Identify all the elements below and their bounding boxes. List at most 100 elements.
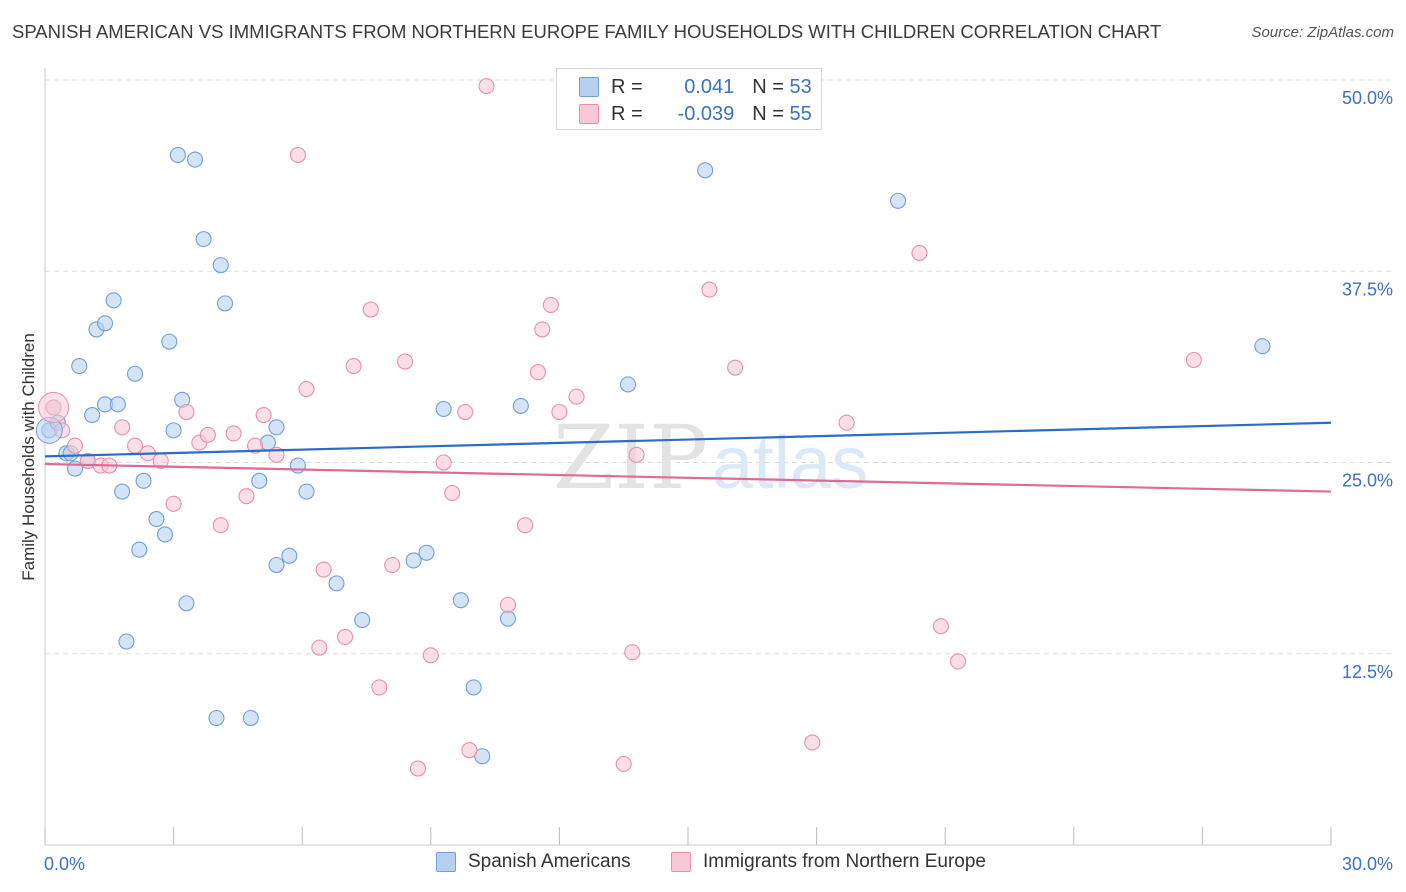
data-point-spanish bbox=[126, 365, 144, 382]
data-point-spanish bbox=[328, 575, 345, 592]
data-point-northern-europe bbox=[255, 407, 272, 424]
trend-line-spanish bbox=[44, 421, 1332, 458]
data-point-northern-europe bbox=[1185, 351, 1202, 369]
data-point-spanish bbox=[131, 541, 148, 558]
x-tick-label: 30.0% bbox=[1342, 854, 1393, 874]
data-point-northern-europe bbox=[542, 296, 559, 313]
data-point-spanish bbox=[118, 633, 135, 650]
data-point-spanish bbox=[465, 679, 482, 696]
data-point-northern-europe bbox=[311, 639, 328, 656]
data-point-northern-europe bbox=[199, 426, 216, 444]
data-point-northern-europe bbox=[838, 414, 855, 431]
data-point-spanish bbox=[216, 295, 234, 312]
data-point-northern-europe bbox=[362, 301, 379, 318]
legend-label: Immigrants from Northern Europe bbox=[703, 851, 986, 872]
data-point-northern-europe bbox=[289, 146, 306, 164]
trend-line-northern-europe bbox=[44, 462, 1332, 493]
data-point-spanish bbox=[281, 547, 298, 564]
data-point-spanish bbox=[499, 610, 517, 627]
data-point-northern-europe bbox=[246, 437, 264, 454]
bottom-legend-spanish: Spanish Americans bbox=[436, 851, 631, 873]
data-point-spanish bbox=[405, 552, 422, 569]
data-point-spanish bbox=[105, 292, 122, 309]
data-point-northern-europe bbox=[409, 760, 426, 777]
y-tick-label: 50.0% bbox=[1342, 88, 1393, 108]
data-point-northern-europe bbox=[615, 755, 632, 772]
legend-swatch-pink bbox=[579, 104, 599, 124]
r-label: R = bbox=[611, 102, 649, 125]
data-point-northern-europe bbox=[225, 425, 242, 442]
data-point-northern-europe bbox=[950, 653, 967, 670]
legend-swatch-blue bbox=[436, 852, 456, 872]
y-tick-label: 25.0% bbox=[1342, 471, 1393, 491]
n-value: 55 bbox=[789, 102, 812, 125]
data-point-spanish bbox=[268, 419, 285, 436]
data-point-spanish bbox=[619, 376, 637, 393]
data-point-spanish bbox=[474, 748, 491, 765]
data-point-spanish bbox=[208, 709, 225, 727]
data-point-spanish bbox=[354, 612, 371, 629]
data-point-northern-europe bbox=[435, 454, 452, 471]
data-point-spanish bbox=[418, 544, 435, 561]
data-point-northern-europe bbox=[534, 321, 551, 338]
legend-swatch-pink bbox=[671, 852, 691, 872]
data-point-spanish bbox=[251, 472, 268, 489]
data-point-northern-europe bbox=[298, 381, 315, 398]
tick-labels: 12.5% 25.0% 37.5% 50.0% 0.0% 30.0% bbox=[44, 88, 1393, 874]
data-point-northern-europe bbox=[628, 446, 645, 463]
axes bbox=[44, 68, 1332, 846]
data-point-spanish bbox=[289, 457, 306, 474]
data-point-spanish bbox=[178, 595, 195, 612]
data-point-spanish bbox=[84, 407, 101, 424]
y-tick-label: 12.5% bbox=[1342, 662, 1393, 682]
x-tick-label: 0.0% bbox=[44, 854, 85, 874]
trend-lines bbox=[44, 421, 1332, 493]
data-point-spanish bbox=[135, 472, 152, 489]
source-label: Source: ZipAtlas.com bbox=[1251, 24, 1394, 41]
data-point-northern-europe bbox=[568, 388, 585, 405]
bottom-legend-northern-europe: Immigrants from Northern Europe bbox=[671, 851, 986, 873]
data-point-northern-europe bbox=[932, 618, 949, 635]
data-point-northern-europe bbox=[371, 679, 388, 696]
data-point-spanish bbox=[298, 483, 315, 500]
data-point-spanish bbox=[165, 422, 182, 439]
r-label: R = bbox=[611, 75, 649, 98]
r-value: -0.039 bbox=[677, 102, 735, 125]
data-point-northern-europe bbox=[422, 647, 439, 664]
data-point-northern-europe bbox=[337, 628, 354, 645]
data-point-spanish bbox=[71, 358, 88, 375]
data-point-northern-europe bbox=[461, 742, 478, 759]
data-point-spanish bbox=[889, 192, 907, 209]
data-point-northern-europe bbox=[238, 488, 255, 505]
data-point-northern-europe bbox=[457, 403, 474, 421]
data-point-spanish bbox=[212, 257, 229, 274]
n-label: N = bbox=[752, 102, 790, 125]
data-point-spanish bbox=[242, 709, 259, 727]
legend-row-spanish: R = 0.041 N = 53 bbox=[579, 74, 812, 100]
data-point-spanish bbox=[697, 162, 714, 179]
data-point-spanish bbox=[96, 315, 114, 332]
correlation-legend: R = 0.041 N = 53 R = -0.039 N = 55 bbox=[556, 68, 822, 130]
data-point-northern-europe bbox=[212, 517, 229, 534]
data-point-spanish bbox=[195, 231, 212, 248]
watermark: ZIP atlas bbox=[553, 406, 868, 509]
watermark-atlas: atlas bbox=[712, 421, 868, 504]
data-point-spanish bbox=[148, 511, 165, 528]
data-point-northern-europe bbox=[178, 403, 195, 421]
data-point-northern-europe bbox=[804, 734, 821, 751]
data-point-spanish bbox=[452, 592, 469, 609]
chart-title: SPANISH AMERICAN VS IMMIGRANTS FROM NORT… bbox=[12, 21, 1162, 42]
data-point-spanish bbox=[435, 400, 452, 418]
data-point-northern-europe bbox=[529, 364, 547, 381]
data-point-spanish bbox=[186, 151, 204, 168]
data-point-northern-europe bbox=[551, 403, 568, 421]
data-point-northern-europe bbox=[911, 244, 928, 261]
data-point-northern-europe bbox=[499, 596, 517, 613]
data-point-spanish bbox=[156, 526, 174, 543]
data-point-northern-europe bbox=[38, 391, 70, 423]
data-point-northern-europe bbox=[165, 495, 182, 512]
data-point-northern-europe bbox=[478, 78, 495, 95]
data-point-northern-europe bbox=[66, 437, 84, 454]
data-point-spanish bbox=[268, 556, 285, 574]
